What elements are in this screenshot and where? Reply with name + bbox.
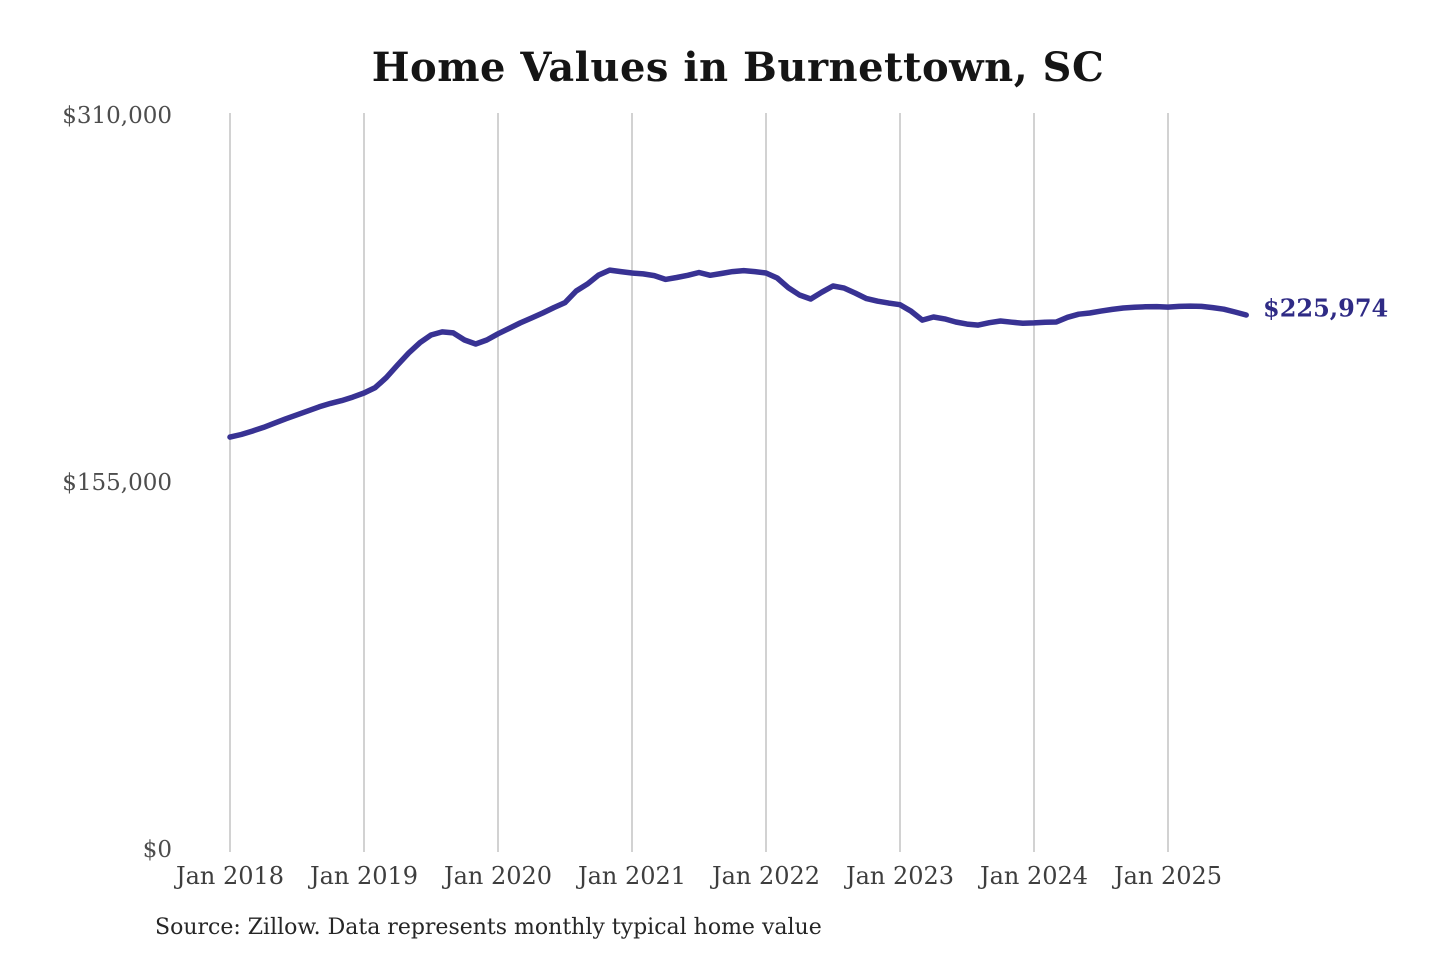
y-axis: $0 $155,000 $310,000 — [40, 0, 172, 960]
x-axis-tick-label: Jan 2022 — [711, 862, 821, 890]
current-value-label: $225,974 — [1263, 293, 1389, 323]
x-axis-tick-label: Jan 2021 — [577, 862, 687, 890]
y-axis-tick-label: $310,000 — [62, 103, 172, 129]
x-axis-tick-label: Jan 2020 — [443, 862, 553, 890]
y-axis-tick-label: $0 — [142, 837, 172, 863]
chart-title: Home Values in Burnettown, SC — [371, 44, 1105, 91]
home-value-line — [227, 267, 1249, 440]
x-axis-tick-label: Jan 2025 — [1113, 862, 1223, 890]
x-axis-tick-label: Jan 2019 — [309, 862, 419, 890]
x-axis-tick-label: Jan 2023 — [845, 862, 955, 890]
x-axis-tick-label: Jan 2018 — [175, 862, 285, 890]
y-axis-tick-label: $155,000 — [62, 470, 172, 496]
x-axis-tick-label: Jan 2024 — [979, 862, 1089, 890]
source-note: Source: Zillow. Data represents monthly … — [155, 915, 822, 940]
